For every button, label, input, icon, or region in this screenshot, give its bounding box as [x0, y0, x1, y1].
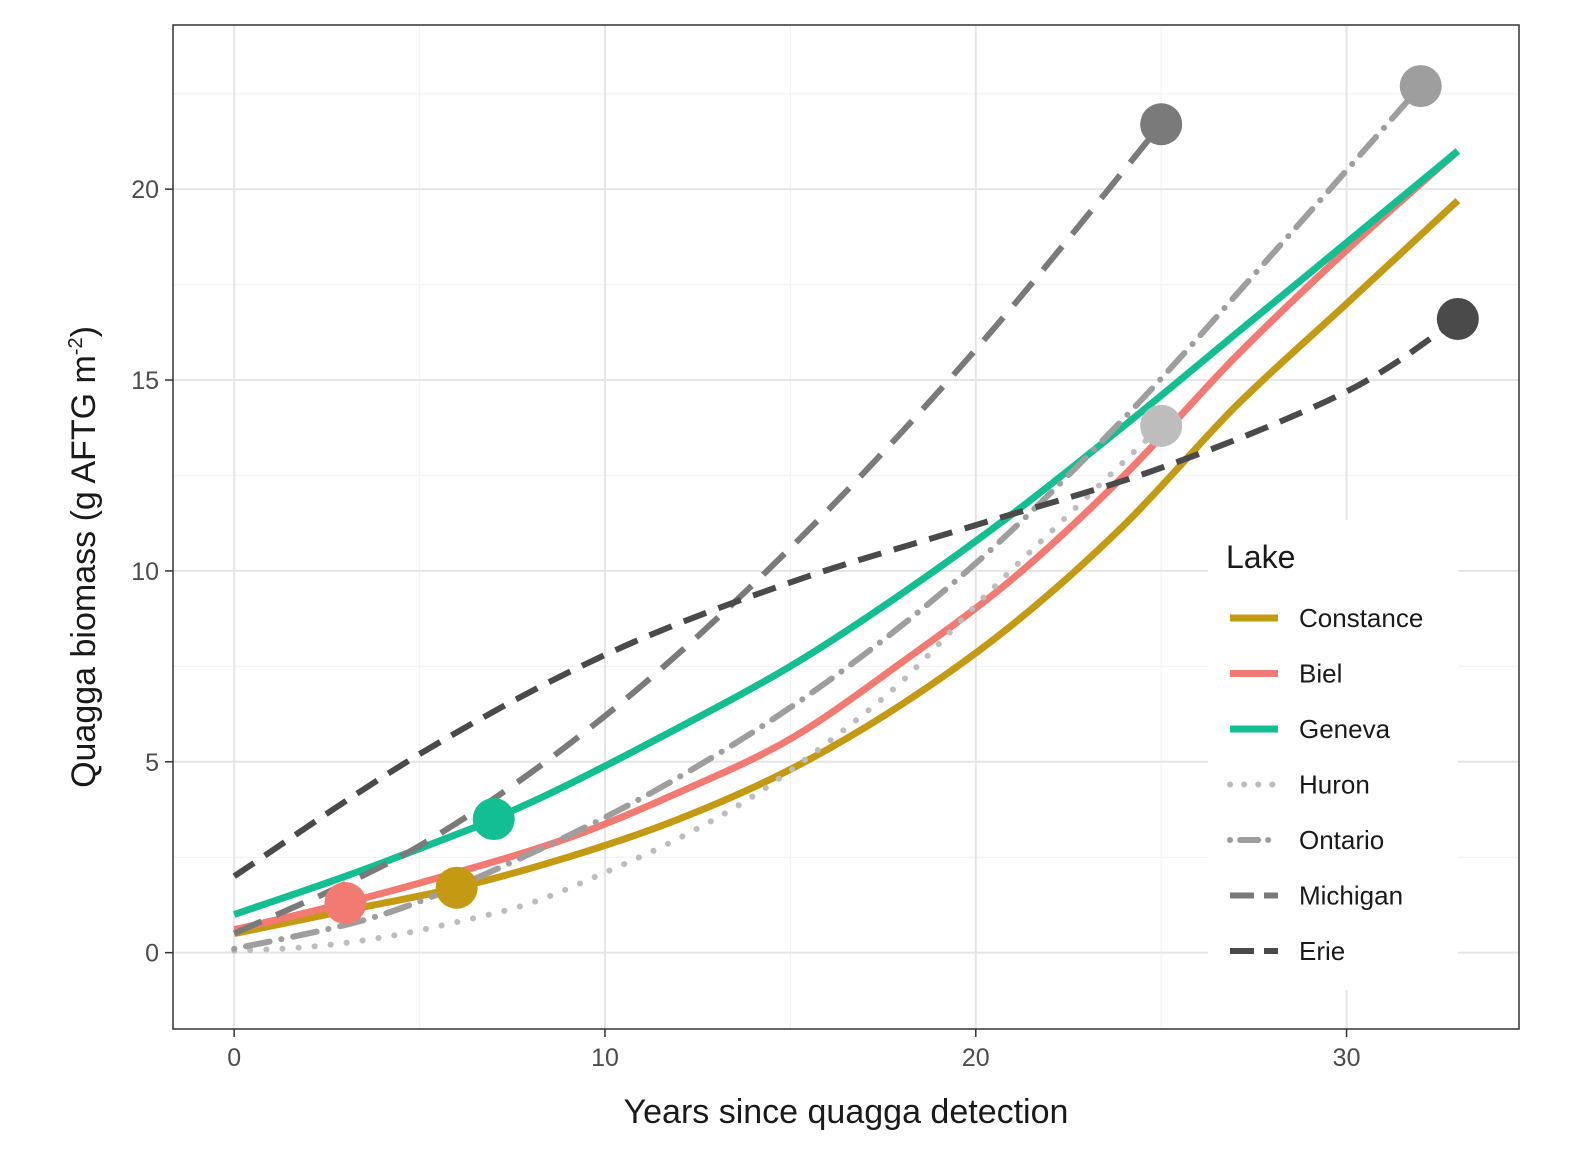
y-tick-label: 5	[145, 749, 159, 777]
series-line-huron	[231, 422, 1165, 954]
data-point-michigan	[1140, 103, 1183, 146]
y-tick-label: 10	[131, 558, 159, 586]
x-tick-label: 0	[227, 1044, 241, 1072]
y-tick-label: 0	[145, 940, 159, 968]
series-line-geneva	[233, 148, 1461, 918]
series-line-erie	[232, 316, 1460, 879]
y-tick-label: 20	[131, 176, 159, 204]
data-point-ontario	[1399, 65, 1442, 108]
x-tick-label: 20	[962, 1044, 990, 1072]
legend-label-huron: Huron	[1299, 770, 1370, 800]
data-point-erie	[1436, 297, 1479, 340]
x-axis-title: Years since quagga detection	[624, 1093, 1069, 1131]
y-axis-title-sup: -2	[65, 337, 87, 355]
y-axis-title: Quagga biomass (g AFTG m-2)	[65, 326, 103, 788]
legend-background	[1208, 520, 1458, 990]
data-point-constance	[435, 866, 478, 909]
y-axis-title-close: )	[65, 326, 103, 337]
data-point-huron	[1140, 404, 1183, 447]
y-tick-label: 15	[131, 367, 159, 395]
tick-layer: 0 10 20 30 0 5 10 15 20	[131, 176, 1360, 1072]
x-tick-label: 10	[591, 1044, 619, 1072]
legend-label-biel: Biel	[1299, 659, 1342, 689]
legend-title: Lake	[1226, 539, 1295, 575]
x-tick-label: 30	[1333, 1044, 1361, 1072]
panel-border	[172, 24, 1520, 1030]
series-line-michigan	[232, 122, 1164, 937]
data-point-geneva	[472, 798, 515, 841]
legend-label-michigan: Michigan	[1299, 881, 1403, 911]
y-axis-title-main: Quagga biomass (g AFTG m	[65, 355, 103, 788]
legend: Lake Constance Biel Geneva Huron Ontario Mich…	[1208, 520, 1458, 990]
legend-label-erie: Erie	[1299, 936, 1345, 966]
data-point-biel	[324, 882, 367, 925]
point-layer	[324, 65, 1479, 925]
legend-label-geneva: Geneva	[1299, 714, 1391, 744]
legend-label-constance: Constance	[1299, 603, 1423, 633]
legend-label-ontario: Ontario	[1299, 825, 1384, 855]
